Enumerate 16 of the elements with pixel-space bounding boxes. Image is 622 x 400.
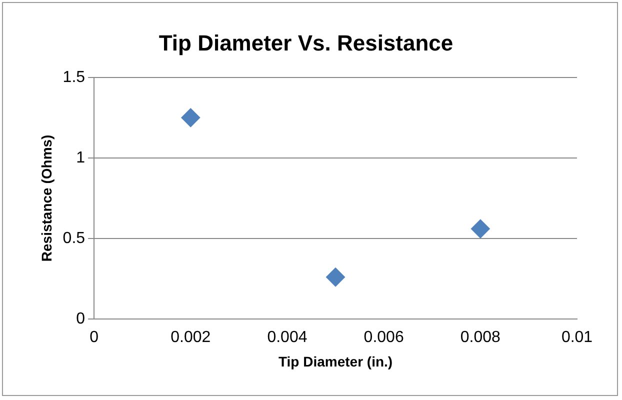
point [470,219,490,238]
chart-title: Tip Diameter Vs. Resistance [158,30,454,56]
point [181,108,200,128]
y-tick-label: 1 [76,149,86,166]
x-tick-label: 0 [90,329,99,346]
y-tick-label: 0.5 [62,230,86,247]
x-tick-label: 0.006 [364,329,404,346]
x-tick-label: 0.004 [267,329,308,346]
point [326,268,346,287]
y-axis-title: Resistance (Ohms) [38,134,54,262]
y-tick-label: 1.5 [62,68,86,86]
x-tick-label: 0.008 [460,329,501,346]
x-tick-label: 0.002 [170,329,211,346]
x-axis-title: Tip Diameter (in.) [278,353,393,370]
y-tick-label: 0 [76,310,86,328]
x-tick-label: 0.01 [561,329,593,346]
